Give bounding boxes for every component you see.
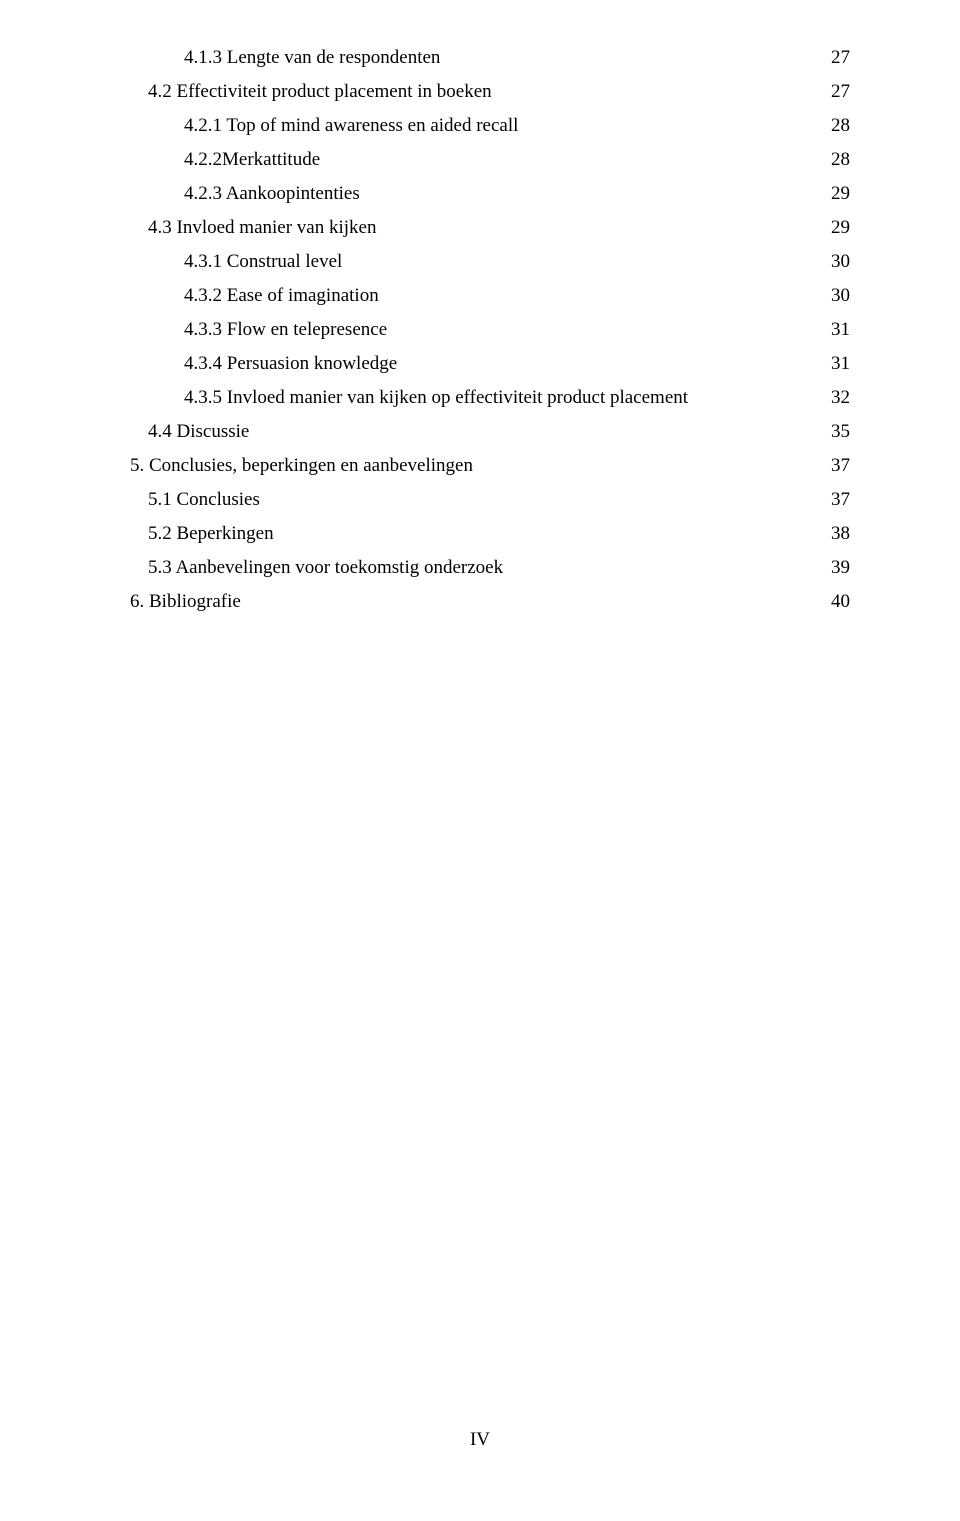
toc-entry-page: 29 [827,184,850,203]
toc-entry-page: 30 [827,252,850,271]
toc-entry: 4.2.1 Top of mind awareness en aided rec… [130,116,850,135]
toc-entry: 4.3 Invloed manier van kijken 29 [130,218,850,237]
toc-entry-label: 4.3.1 Construal level [184,252,342,271]
toc-entry: 4.4 Discussie 35 [130,422,850,441]
toc-list: 4.1.3 Lengte van de respondenten 27 4.2 E… [130,48,850,611]
toc-entry-page: 32 [827,388,850,407]
toc-entry: 4.3.4 Persuasion knowledge 31 [130,354,850,373]
toc-entry-label: 4.2 Effectiviteit product placement in b… [148,82,492,101]
toc-entry-label: 6. Bibliografie [130,592,241,611]
toc-entry-label: 4.1.3 Lengte van de respondenten [184,48,440,67]
toc-entry: 4.3.2 Ease of imagination 30 [130,286,850,305]
toc-entry: 4.3.5 Invloed manier van kijken op effec… [130,388,850,407]
toc-entry: 4.3.1 Construal level 30 [130,252,850,271]
toc-entry-page: 27 [827,48,850,67]
toc-entry-label: 5. Conclusies, beperkingen en aanbevelin… [130,456,473,475]
toc-entry-label: 5.2 Beperkingen [148,524,274,543]
toc-entry-label: 5.1 Conclusies [148,490,260,509]
toc-entry: 4.1.3 Lengte van de respondenten 27 [130,48,850,67]
toc-entry-label: 4.3.3 Flow en telepresence [184,320,387,339]
toc-entry: 5.3 Aanbevelingen voor toekomstig onderz… [130,558,850,577]
toc-entry-label: 5.3 Aanbevelingen voor toekomstig onderz… [148,558,503,577]
toc-page: 4.1.3 Lengte van de respondenten 27 4.2 E… [0,0,960,611]
toc-entry-label: 4.3 Invloed manier van kijken [148,218,376,237]
toc-entry-label: 4.4 Discussie [148,422,249,441]
toc-entry-page: 31 [827,354,850,373]
toc-entry-page: 28 [827,150,850,169]
toc-entry: 5. Conclusies, beperkingen en aanbevelin… [130,456,850,475]
toc-entry-page: 38 [827,524,850,543]
toc-entry-label: 4.2.2Merkattitude [184,150,320,169]
toc-entry-page: 29 [827,218,850,237]
footer-page-number: IV [0,1429,960,1451]
toc-entry: 5.2 Beperkingen 38 [130,524,850,543]
toc-entry: 4.3.3 Flow en telepresence 31 [130,320,850,339]
toc-entry-page: 28 [827,116,850,135]
toc-entry-label: 4.3.5 Invloed manier van kijken op effec… [184,388,688,407]
toc-entry: 5.1 Conclusies 37 [130,490,850,509]
toc-entry-label: 4.2.1 Top of mind awareness en aided rec… [184,116,518,135]
toc-entry-page: 39 [827,558,850,577]
toc-entry: 4.2.2Merkattitude 28 [130,150,850,169]
toc-entry-page: 35 [827,422,850,441]
toc-entry: 4.2 Effectiviteit product placement in b… [130,82,850,101]
toc-entry-label: 4.2.3 Aankoopintenties [184,184,360,203]
toc-entry: 4.2.3 Aankoopintenties 29 [130,184,850,203]
toc-entry: 6. Bibliografie 40 [130,592,850,611]
toc-entry-page: 31 [827,320,850,339]
toc-entry-label: 4.3.4 Persuasion knowledge [184,354,397,373]
toc-entry-page: 30 [827,286,850,305]
toc-entry-page: 40 [827,592,850,611]
toc-entry-label: 4.3.2 Ease of imagination [184,286,379,305]
toc-entry-page: 37 [827,490,850,509]
toc-entry-page: 37 [827,456,850,475]
toc-entry-page: 27 [827,82,850,101]
